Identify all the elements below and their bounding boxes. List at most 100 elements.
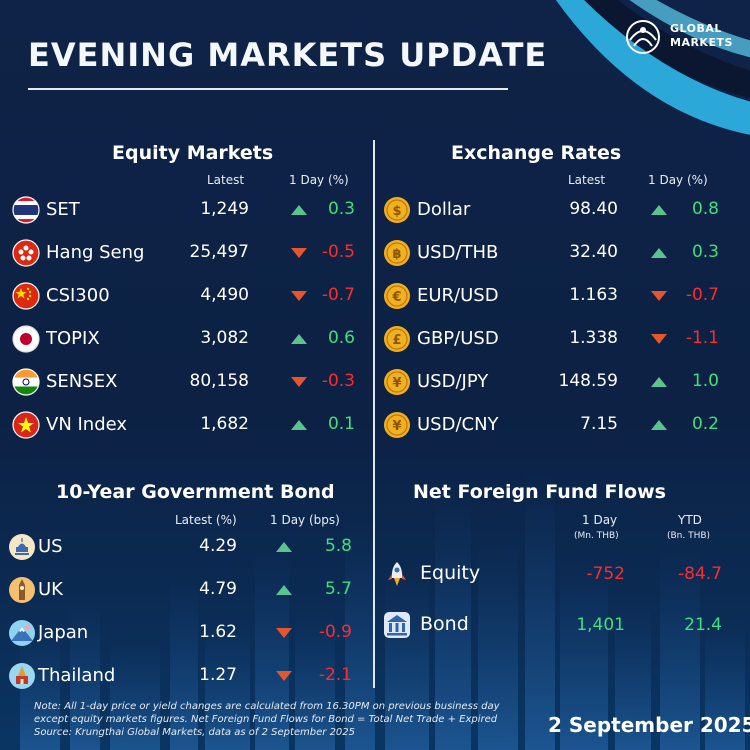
equity-latest: 1,682 bbox=[200, 414, 249, 434]
fx-row-eur-usd: € EUR/USD 1.163 -0.7 bbox=[383, 279, 723, 313]
bond-row-thailand: Thailand 1.27 -2.1 bbox=[8, 659, 362, 693]
fx-change: -1.1 bbox=[685, 328, 719, 348]
arrow-up-icon bbox=[291, 420, 307, 430]
title-underline bbox=[28, 88, 508, 90]
bank-icon bbox=[384, 612, 410, 638]
fx-row-usd-jpy: ¥ USD/JPY 148.59 1.0 bbox=[383, 365, 723, 399]
flow-day-value: -752 bbox=[586, 564, 625, 584]
equity-latest: 80,158 bbox=[189, 371, 249, 391]
global-markets-logo: GLOBAL MARKETS bbox=[622, 16, 738, 56]
fx-row-usd-thb: ฿ USD/THB 32.40 0.3 bbox=[383, 236, 723, 270]
thailand-flag-icon bbox=[12, 196, 40, 224]
fx-row-gbp-usd: £ GBP/USD 1.338 -1.1 bbox=[383, 322, 723, 356]
page-title: EVENING MARKETS UPDATE bbox=[28, 36, 548, 74]
arrow-up-icon bbox=[651, 377, 667, 387]
pound-coin-icon: £ bbox=[384, 326, 410, 352]
arrow-down-icon bbox=[651, 334, 667, 344]
china-flag-icon bbox=[12, 282, 40, 310]
fx-latest: 32.40 bbox=[569, 242, 618, 262]
equity-name: SENSEX bbox=[46, 371, 118, 392]
bond-latest: 4.29 bbox=[199, 536, 237, 556]
flow-ytd-value: 21.4 bbox=[684, 615, 722, 635]
bond-name: UK bbox=[38, 579, 63, 600]
bond-section-title: 10-Year Government Bond bbox=[56, 481, 335, 503]
equity-latest: 4,490 bbox=[200, 285, 249, 305]
yen-coin-icon: ¥ bbox=[384, 369, 410, 395]
fx-change: 0.2 bbox=[691, 414, 719, 434]
bond-latest: 4.79 bbox=[199, 579, 237, 599]
bond-name: US bbox=[38, 536, 63, 557]
equity-latest: 1,249 bbox=[200, 199, 249, 219]
flows-col-ytd-unit: (Bn. THB) bbox=[667, 531, 711, 541]
fx-latest: 148.59 bbox=[558, 371, 618, 391]
equity-col-latest: Latest bbox=[207, 173, 245, 187]
arrow-up-icon bbox=[651, 248, 667, 258]
bond-latest: 1.27 bbox=[199, 665, 237, 685]
arrow-down-icon bbox=[276, 628, 292, 638]
bond-change: 5.8 bbox=[324, 536, 352, 556]
japan-flag-icon bbox=[12, 325, 40, 353]
arrow-up-icon bbox=[651, 420, 667, 430]
bond-name: Thailand bbox=[38, 665, 116, 686]
equity-change: 0.6 bbox=[327, 328, 355, 348]
dollar-coin-icon: $ bbox=[384, 197, 410, 223]
equity-name: TOPIX bbox=[46, 328, 100, 349]
logo-text-line2: MARKETS bbox=[670, 36, 733, 49]
equity-change: -0.3 bbox=[321, 371, 355, 391]
footnote: Note: All 1-day price or yield changes a… bbox=[34, 700, 534, 739]
arrow-up-icon bbox=[291, 205, 307, 215]
fx-name: USD/THB bbox=[417, 242, 499, 263]
arrow-up-icon bbox=[651, 205, 667, 215]
arrow-down-icon bbox=[291, 291, 307, 301]
equity-row-hang-seng: Hang Seng 25,497 -0.5 bbox=[12, 236, 362, 270]
arrow-down-icon bbox=[651, 291, 667, 301]
rocket-icon bbox=[388, 562, 406, 586]
arrow-down-icon bbox=[291, 248, 307, 258]
baht-coin-icon: ฿ bbox=[384, 240, 410, 266]
equity-change: 0.3 bbox=[327, 199, 355, 219]
hong-kong-flag-icon bbox=[12, 239, 40, 267]
arrow-down-icon bbox=[276, 671, 292, 681]
bond-col-latest: Latest (%) bbox=[175, 513, 237, 527]
fx-latest: 98.40 bbox=[569, 199, 618, 219]
equity-change: -0.7 bbox=[321, 285, 355, 305]
equity-latest: 3,082 bbox=[200, 328, 249, 348]
coin-symbol: ¥ bbox=[392, 376, 401, 391]
bond-change: -0.9 bbox=[318, 622, 352, 642]
equity-name: VN Index bbox=[46, 414, 128, 435]
flows-col-1day-unit: (Mn. THB) bbox=[574, 531, 619, 541]
source-text: Krungthai Global Markets, data as of 2 S… bbox=[75, 727, 356, 738]
fx-section-title: Exchange Rates bbox=[451, 142, 622, 164]
fx-row-dollar: $ Dollar 98.40 0.8 bbox=[383, 193, 723, 227]
big-ben-icon bbox=[9, 577, 35, 603]
column-divider bbox=[373, 140, 375, 688]
fx-col-change: 1 Day (%) bbox=[648, 173, 708, 187]
fx-row-usd-cny: ¥ USD/CNY 7.15 0.2 bbox=[383, 408, 723, 442]
fx-latest: 1.338 bbox=[569, 328, 618, 348]
fx-name: Dollar bbox=[417, 199, 471, 220]
source-label: Source: bbox=[34, 727, 72, 738]
fx-change: 1.0 bbox=[691, 371, 719, 391]
flows-col-ytd: YTD bbox=[678, 513, 702, 527]
equity-change: 0.1 bbox=[327, 414, 355, 434]
equity-row-set: SET 1,249 0.3 bbox=[12, 193, 362, 227]
flow-name: Bond bbox=[420, 613, 469, 635]
equity-row-vn-index: VN Index 1,682 0.1 bbox=[12, 408, 362, 442]
logo-emblem-icon bbox=[626, 20, 660, 54]
euro-coin-icon: € bbox=[384, 283, 410, 309]
equity-name: Hang Seng bbox=[46, 242, 145, 263]
equity-row-csi300: CSI300 4,490 -0.7 bbox=[12, 279, 362, 313]
logo-text-line1: GLOBAL bbox=[670, 22, 722, 35]
note-label: Note: bbox=[34, 701, 62, 712]
bond-col-change: 1 Day (bps) bbox=[270, 513, 340, 527]
mount-fuji-icon bbox=[9, 620, 35, 646]
coin-symbol: ฿ bbox=[392, 247, 401, 262]
coin-symbol: € bbox=[391, 290, 401, 305]
equity-row-sensex: SENSEX 80,158 -0.3 bbox=[12, 365, 362, 399]
india-flag-icon bbox=[12, 368, 40, 396]
fx-change: 0.3 bbox=[691, 242, 719, 262]
equity-section-title: Equity Markets bbox=[112, 142, 274, 164]
equity-change: -0.5 bbox=[321, 242, 355, 262]
note-text: All 1-day price or yield changes are cal… bbox=[34, 701, 500, 725]
report-date: 2 September 2025 bbox=[548, 713, 750, 737]
